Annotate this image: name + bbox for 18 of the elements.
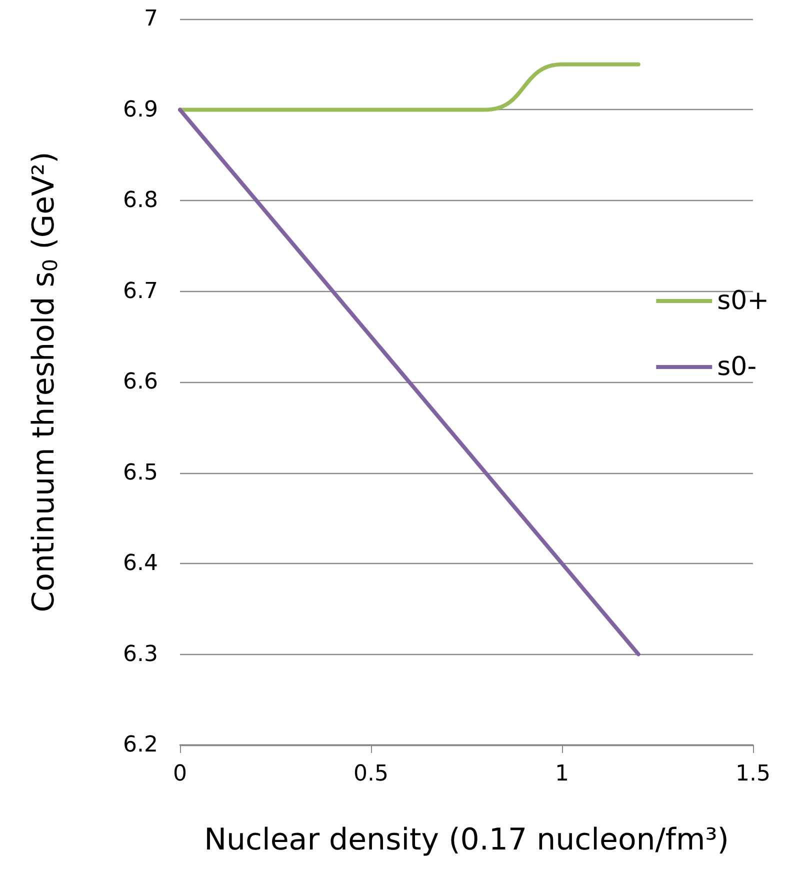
y-tick-label: 6.2 [123,732,158,758]
y-tick-label: 6.6 [123,370,158,394]
x-tick-label: 0 [173,762,187,786]
y-tick-label: 6.5 [123,460,158,486]
y-axis-title: Continuum threshold s0 (GeV²) [26,152,62,612]
y-tick-label: 6.7 [123,278,158,304]
legend-label: s0+ [717,286,769,316]
legend-label: s0- [717,352,757,382]
y-tick-label: 6.9 [123,97,158,122]
y-tick-label: 6.4 [123,551,158,576]
y-tick-label: 7 [144,6,158,32]
line-series [178,108,640,656]
x-tick-label: 0.5 [354,762,388,786]
x-tick-label: 1.5 [736,762,770,786]
x-axis-title: Nuclear density (0.17 nucleon/fm³) [204,822,729,858]
x-tick-label: 1 [555,762,569,786]
y-tick-label: 6.8 [123,188,158,213]
y-tick-label: 6.3 [123,642,158,667]
